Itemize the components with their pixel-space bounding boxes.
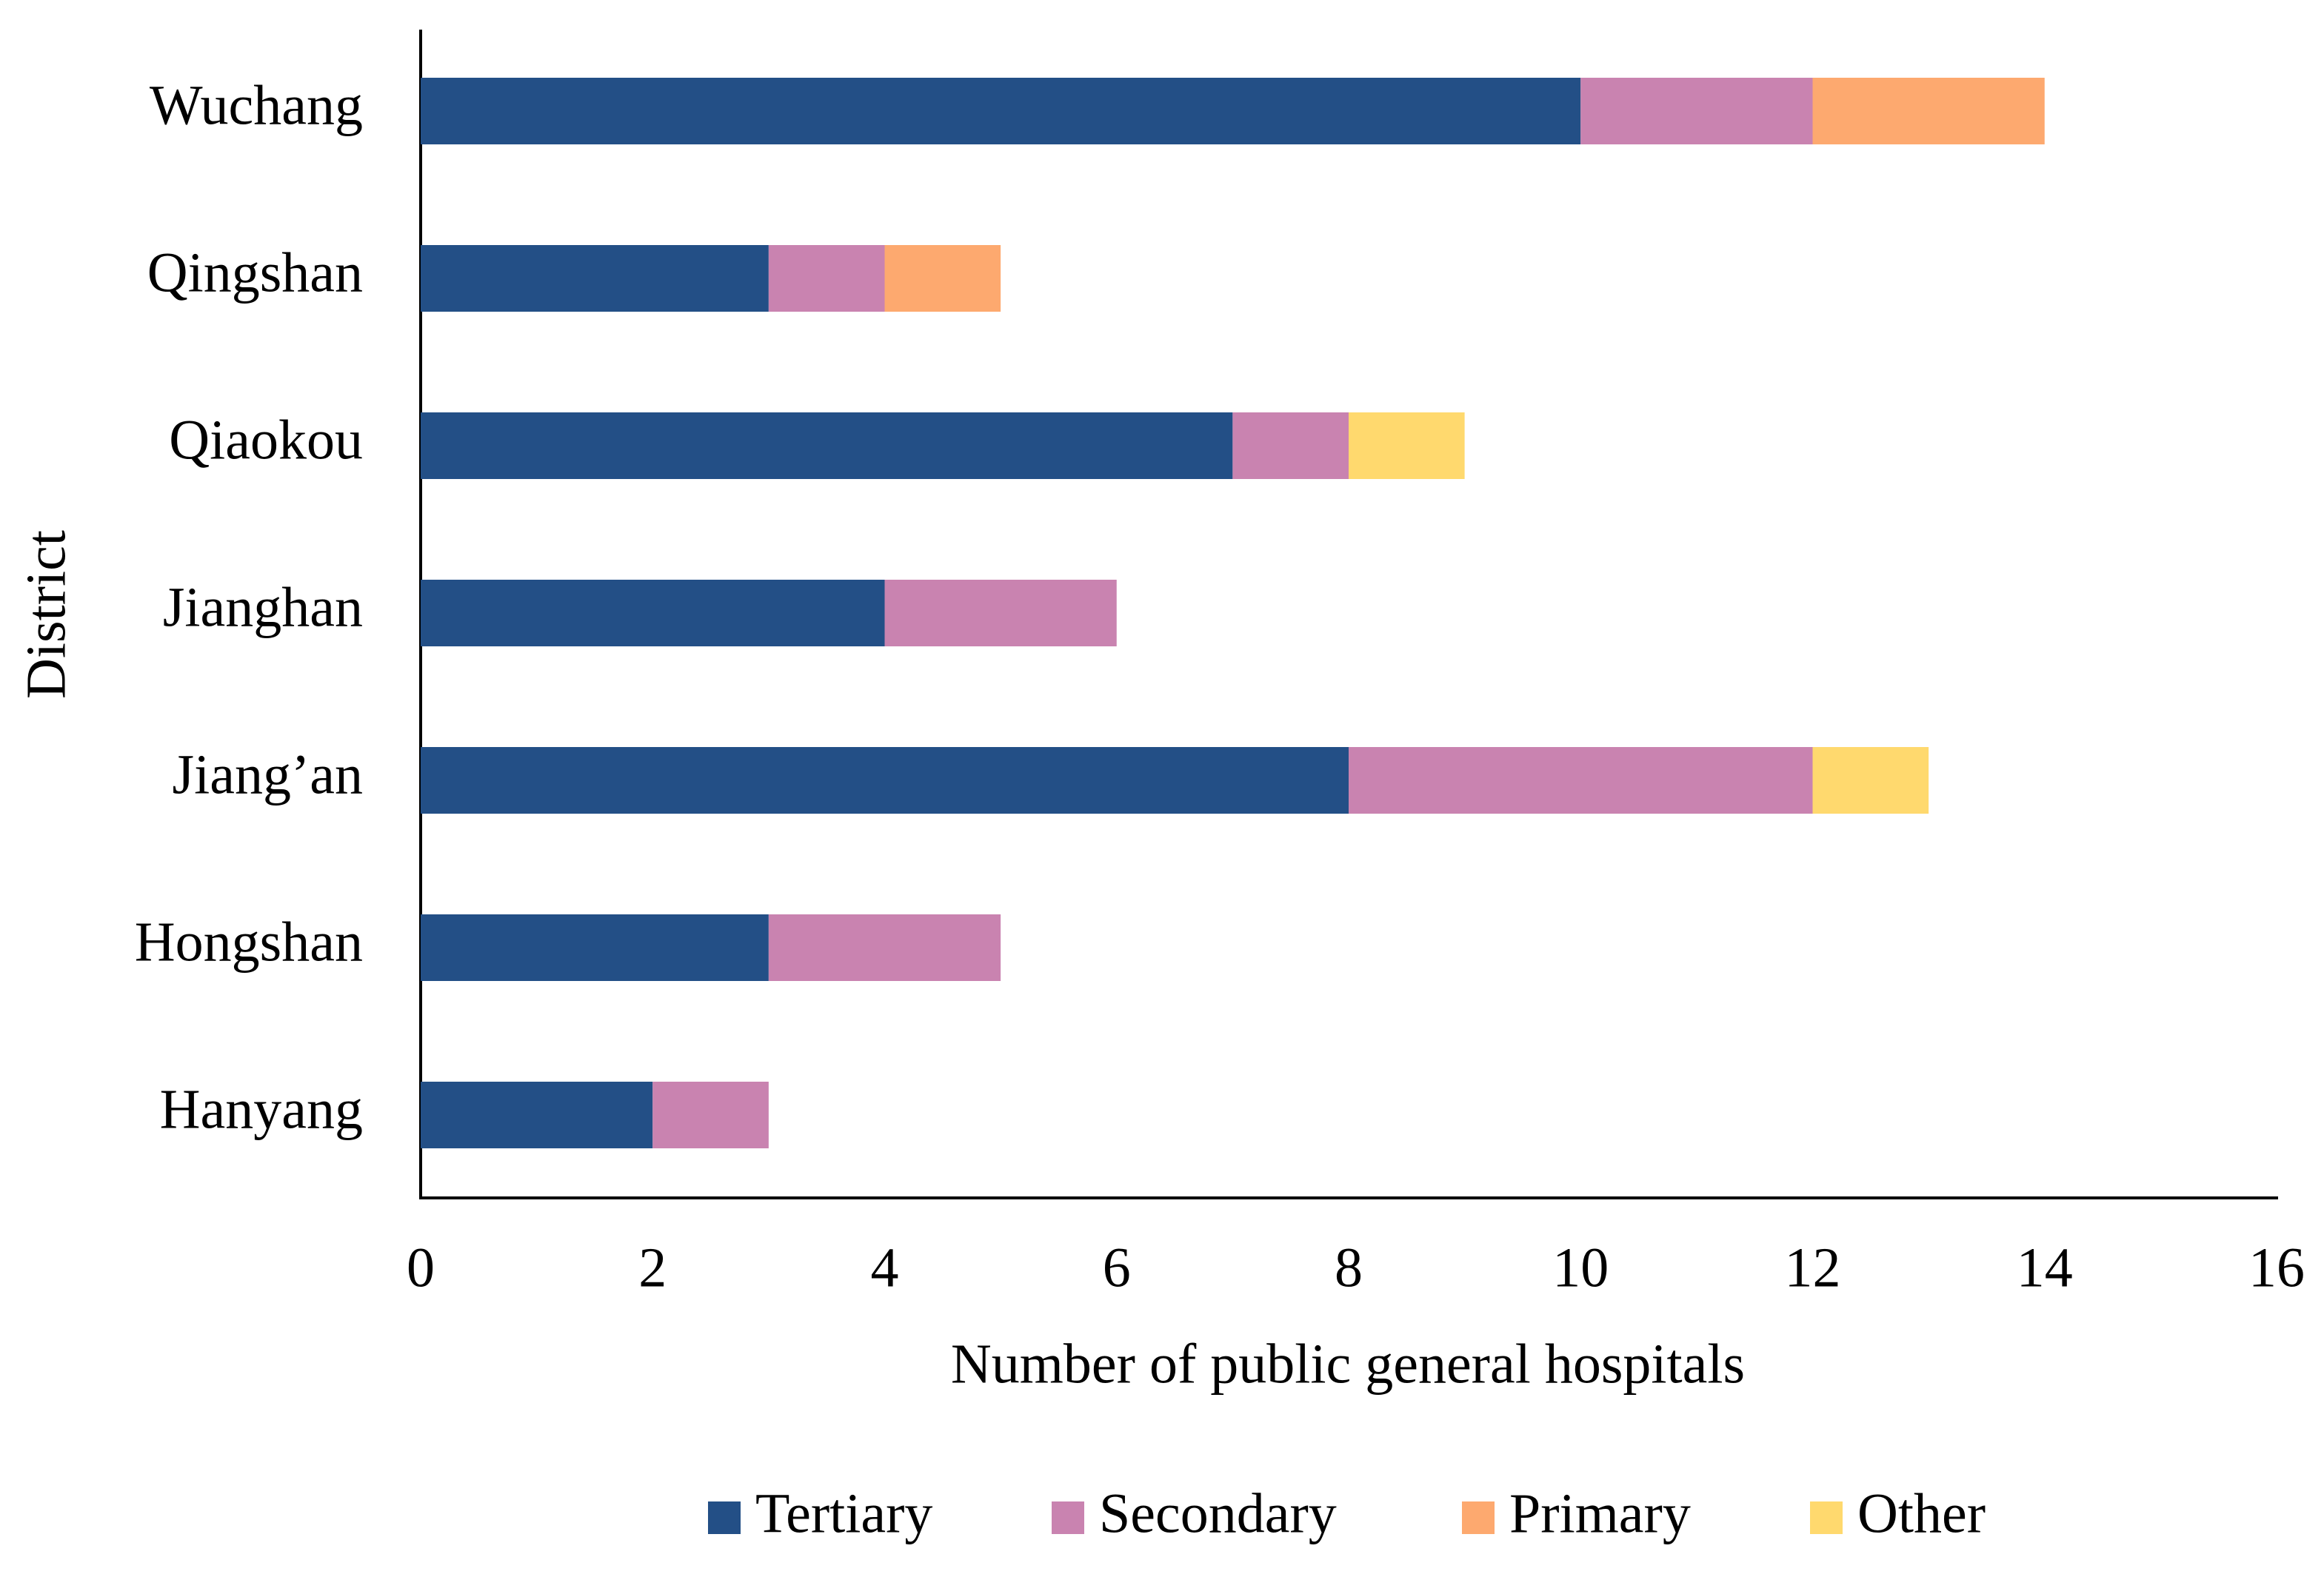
- x-tick-label: 8: [1335, 1236, 1363, 1299]
- bar-segment: [421, 914, 769, 981]
- bar-segment: [421, 580, 885, 646]
- bar-segment: [768, 245, 885, 312]
- x-tick-label: 4: [871, 1236, 899, 1299]
- legend-swatch: [708, 1501, 741, 1534]
- x-tick-label: 14: [2017, 1236, 2073, 1299]
- y-tick-label: Wuchang: [150, 74, 363, 136]
- legend-swatch: [1462, 1501, 1495, 1534]
- bar-segment: [1232, 412, 1349, 479]
- bar-segment: [1349, 747, 1813, 814]
- bar-segment: [652, 1082, 769, 1148]
- bar-segment: [768, 914, 1001, 981]
- bar-segment: [421, 245, 769, 312]
- x-axis-title: Number of public general hospitals: [951, 1333, 1745, 1395]
- x-tick-label: 10: [1552, 1236, 1609, 1299]
- bar-segment: [1349, 412, 1465, 479]
- bar-segment: [1812, 78, 2045, 144]
- bar-segment: [421, 1082, 653, 1148]
- y-tick-label: Jianghan: [163, 576, 363, 638]
- x-tick-label: 2: [638, 1236, 667, 1299]
- legend-label: Tertiary: [755, 1482, 932, 1544]
- bar-segment: [1812, 747, 1929, 814]
- x-tick-label: 6: [1103, 1236, 1131, 1299]
- x-tick-label: 12: [1785, 1236, 1841, 1299]
- bar-segment: [421, 78, 1581, 144]
- legend-swatch: [1052, 1501, 1084, 1534]
- y-tick-label: Qingshan: [147, 241, 363, 304]
- legend-label: Primary: [1509, 1482, 1691, 1544]
- bar-segment: [884, 245, 1001, 312]
- legend-label: Other: [1857, 1482, 1986, 1544]
- legend-label: Secondary: [1099, 1482, 1337, 1544]
- x-tick-label: 0: [407, 1236, 435, 1299]
- bar-segment: [421, 412, 1233, 479]
- bar-segment: [1580, 78, 1813, 144]
- y-tick-label: Jiang’an: [173, 743, 363, 806]
- y-tick-label: Qiaokou: [169, 409, 363, 471]
- legend-swatch: [1810, 1501, 1843, 1534]
- bar-segment: [884, 580, 1117, 646]
- y-tick-label: Hanyang: [160, 1078, 363, 1140]
- y-axis-title: District: [15, 530, 77, 699]
- x-tick-label: 16: [2248, 1236, 2305, 1299]
- bar-segment: [421, 747, 1349, 814]
- y-tick-label: Hongshan: [135, 911, 363, 973]
